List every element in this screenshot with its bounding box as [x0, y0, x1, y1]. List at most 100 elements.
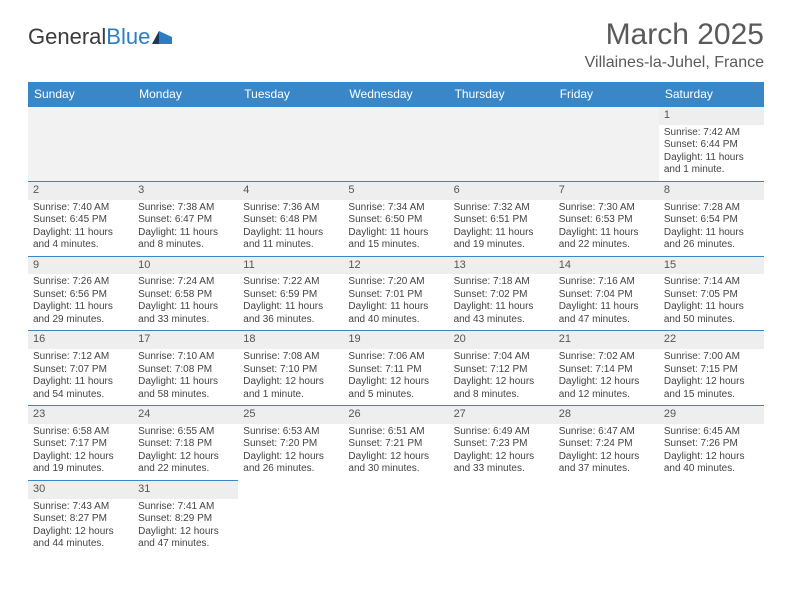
calendar-cell	[133, 107, 238, 182]
day-number: 30	[28, 481, 133, 499]
header: GeneralBlue March 2025 Villaines-la-Juhe…	[28, 18, 764, 72]
weekday-header: Sunday	[28, 82, 133, 107]
day-sunrise: Sunrise: 7:41 AM	[138, 501, 233, 514]
title-block: March 2025 Villaines-la-Juhel, France	[585, 18, 764, 72]
day-number: 6	[449, 182, 554, 200]
day-sunset: Sunset: 8:27 PM	[33, 513, 128, 526]
location: Villaines-la-Juhel, France	[585, 54, 764, 72]
logo: GeneralBlue	[28, 24, 174, 50]
calendar-cell: 9Sunrise: 7:26 AMSunset: 6:56 PMDaylight…	[28, 256, 133, 331]
day-sunrise: Sunrise: 7:04 AM	[454, 351, 549, 364]
calendar-cell: 22Sunrise: 7:00 AMSunset: 7:15 PMDayligh…	[659, 331, 764, 406]
day-sunset: Sunset: 7:01 PM	[348, 289, 443, 302]
day-daylight: Daylight: 11 hours and 26 minutes.	[664, 227, 759, 252]
day-daylight: Daylight: 12 hours and 37 minutes.	[559, 451, 654, 476]
month-title: March 2025	[585, 18, 764, 52]
day-daylight: Daylight: 11 hours and 40 minutes.	[348, 301, 443, 326]
day-daylight: Daylight: 12 hours and 15 minutes.	[664, 376, 759, 401]
day-number: 22	[659, 331, 764, 349]
day-daylight: Daylight: 11 hours and 8 minutes.	[138, 227, 233, 252]
day-daylight: Daylight: 12 hours and 8 minutes.	[454, 376, 549, 401]
day-sunset: Sunset: 7:10 PM	[243, 364, 338, 377]
day-number: 29	[659, 406, 764, 424]
day-sunset: Sunset: 7:20 PM	[243, 438, 338, 451]
day-sunrise: Sunrise: 7:32 AM	[454, 202, 549, 215]
weekday-header: Tuesday	[238, 82, 343, 107]
calendar-cell: 29Sunrise: 6:45 AMSunset: 7:26 PMDayligh…	[659, 406, 764, 481]
day-sunrise: Sunrise: 7:10 AM	[138, 351, 233, 364]
day-sunset: Sunset: 6:44 PM	[664, 139, 759, 152]
calendar-cell: 30Sunrise: 7:43 AMSunset: 8:27 PMDayligh…	[28, 480, 133, 554]
day-sunrise: Sunrise: 7:14 AM	[664, 276, 759, 289]
flag-icon	[152, 24, 174, 50]
day-sunset: Sunset: 6:58 PM	[138, 289, 233, 302]
day-sunrise: Sunrise: 7:34 AM	[348, 202, 443, 215]
day-daylight: Daylight: 11 hours and 58 minutes.	[138, 376, 233, 401]
logo-text-dark: General	[28, 24, 106, 50]
day-daylight: Daylight: 12 hours and 44 minutes.	[33, 526, 128, 551]
calendar-cell: 19Sunrise: 7:06 AMSunset: 7:11 PMDayligh…	[343, 331, 448, 406]
calendar-cell	[238, 480, 343, 554]
day-number: 31	[133, 481, 238, 499]
day-sunset: Sunset: 7:02 PM	[454, 289, 549, 302]
day-number: 28	[554, 406, 659, 424]
calendar-cell: 10Sunrise: 7:24 AMSunset: 6:58 PMDayligh…	[133, 256, 238, 331]
day-sunrise: Sunrise: 7:22 AM	[243, 276, 338, 289]
day-sunrise: Sunrise: 6:55 AM	[138, 426, 233, 439]
day-sunset: Sunset: 7:23 PM	[454, 438, 549, 451]
day-daylight: Daylight: 11 hours and 22 minutes.	[559, 227, 654, 252]
calendar-cell: 20Sunrise: 7:04 AMSunset: 7:12 PMDayligh…	[449, 331, 554, 406]
calendar-cell: 8Sunrise: 7:28 AMSunset: 6:54 PMDaylight…	[659, 181, 764, 256]
calendar-cell: 1Sunrise: 7:42 AMSunset: 6:44 PMDaylight…	[659, 107, 764, 182]
calendar-cell	[28, 107, 133, 182]
day-daylight: Daylight: 11 hours and 19 minutes.	[454, 227, 549, 252]
day-number: 19	[343, 331, 448, 349]
calendar-row: 1Sunrise: 7:42 AMSunset: 6:44 PMDaylight…	[28, 107, 764, 182]
day-sunrise: Sunrise: 6:45 AM	[664, 426, 759, 439]
day-sunset: Sunset: 8:29 PM	[138, 513, 233, 526]
calendar-body: 1Sunrise: 7:42 AMSunset: 6:44 PMDaylight…	[28, 107, 764, 555]
day-number: 17	[133, 331, 238, 349]
day-number: 21	[554, 331, 659, 349]
day-number: 18	[238, 331, 343, 349]
day-number: 16	[28, 331, 133, 349]
day-sunrise: Sunrise: 6:51 AM	[348, 426, 443, 439]
calendar-cell: 5Sunrise: 7:34 AMSunset: 6:50 PMDaylight…	[343, 181, 448, 256]
calendar-cell	[343, 107, 448, 182]
day-sunset: Sunset: 7:08 PM	[138, 364, 233, 377]
calendar-cell	[343, 480, 448, 554]
day-number: 20	[449, 331, 554, 349]
day-daylight: Daylight: 12 hours and 12 minutes.	[559, 376, 654, 401]
calendar-cell: 13Sunrise: 7:18 AMSunset: 7:02 PMDayligh…	[449, 256, 554, 331]
calendar-cell: 4Sunrise: 7:36 AMSunset: 6:48 PMDaylight…	[238, 181, 343, 256]
day-sunrise: Sunrise: 7:28 AM	[664, 202, 759, 215]
calendar-cell: 31Sunrise: 7:41 AMSunset: 8:29 PMDayligh…	[133, 480, 238, 554]
day-daylight: Daylight: 11 hours and 47 minutes.	[559, 301, 654, 326]
calendar-cell	[449, 107, 554, 182]
day-sunrise: Sunrise: 6:49 AM	[454, 426, 549, 439]
day-sunset: Sunset: 7:26 PM	[664, 438, 759, 451]
day-sunset: Sunset: 6:59 PM	[243, 289, 338, 302]
weekday-row: SundayMondayTuesdayWednesdayThursdayFrid…	[28, 82, 764, 107]
day-sunrise: Sunrise: 7:08 AM	[243, 351, 338, 364]
day-sunset: Sunset: 7:14 PM	[559, 364, 654, 377]
weekday-header: Saturday	[659, 82, 764, 107]
day-number: 15	[659, 257, 764, 275]
day-number: 9	[28, 257, 133, 275]
day-number: 14	[554, 257, 659, 275]
calendar-cell: 12Sunrise: 7:20 AMSunset: 7:01 PMDayligh…	[343, 256, 448, 331]
calendar-cell: 11Sunrise: 7:22 AMSunset: 6:59 PMDayligh…	[238, 256, 343, 331]
day-sunrise: Sunrise: 7:18 AM	[454, 276, 549, 289]
day-number: 24	[133, 406, 238, 424]
day-number: 27	[449, 406, 554, 424]
day-number: 3	[133, 182, 238, 200]
weekday-header: Wednesday	[343, 82, 448, 107]
day-number: 11	[238, 257, 343, 275]
day-sunset: Sunset: 7:21 PM	[348, 438, 443, 451]
calendar-table: SundayMondayTuesdayWednesdayThursdayFrid…	[28, 82, 764, 555]
day-daylight: Daylight: 12 hours and 5 minutes.	[348, 376, 443, 401]
day-sunset: Sunset: 6:45 PM	[33, 214, 128, 227]
calendar-cell	[554, 480, 659, 554]
day-sunset: Sunset: 7:04 PM	[559, 289, 654, 302]
day-number: 12	[343, 257, 448, 275]
